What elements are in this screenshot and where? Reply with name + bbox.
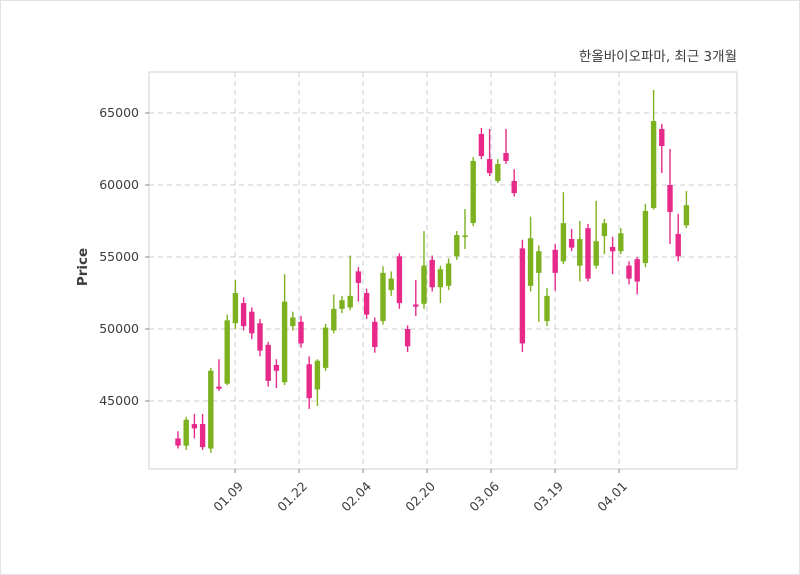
y-tick-label: 45000 [99, 393, 139, 408]
candle-body [618, 233, 624, 252]
candle-body [675, 233, 681, 257]
candle-body [322, 327, 329, 368]
candle-body [175, 438, 181, 446]
candle-body [683, 205, 690, 226]
candle-body [380, 272, 386, 322]
candle-body [183, 419, 189, 446]
candle-body [560, 223, 567, 262]
x-tick-label: 03.06 [466, 478, 502, 514]
candle-body [306, 364, 312, 399]
candle-body [568, 239, 575, 248]
candle-body [462, 235, 468, 237]
candle-body [331, 308, 337, 331]
x-tick-label: 01.09 [210, 478, 246, 514]
candle-body [290, 317, 296, 327]
candle-body [601, 223, 608, 237]
candle-body [667, 185, 673, 212]
candle-body [339, 300, 345, 309]
y-tick-label: 65000 [99, 105, 139, 120]
candle-body [634, 259, 640, 282]
x-tick-label: 04.01 [594, 479, 630, 515]
candle-body [199, 424, 206, 448]
candle-body [388, 278, 394, 291]
candle-body [257, 323, 263, 351]
candle-body [413, 304, 419, 307]
candle-body [314, 360, 321, 390]
candle-body [265, 344, 271, 381]
x-tick-label: 01.22 [274, 479, 310, 515]
candle-body [527, 238, 534, 286]
candle-body [224, 320, 230, 384]
candle-body [544, 295, 550, 322]
x-tick-label: 02.20 [402, 478, 438, 514]
candle-body [355, 271, 362, 283]
candle-body [536, 251, 542, 273]
candle-body [240, 303, 247, 327]
candle-body [396, 256, 403, 304]
candle-body [519, 248, 526, 344]
candle-body [363, 293, 370, 315]
x-tick-label: 03.19 [530, 478, 566, 514]
candle-body [281, 301, 288, 383]
candle-body [216, 386, 222, 389]
candle-body [191, 424, 198, 429]
candle-body [478, 134, 485, 157]
candle-body [372, 321, 378, 347]
candle-body [421, 265, 427, 304]
y-tick-label: 50000 [99, 321, 139, 336]
candle-body [486, 159, 493, 174]
candle-body [577, 239, 583, 266]
candle-body [593, 241, 599, 266]
x-tick-label: 02.04 [338, 478, 374, 514]
candle-body [273, 365, 280, 371]
y-tick-label: 60000 [99, 177, 139, 192]
candle-body [626, 265, 632, 279]
candle-body [232, 293, 239, 324]
candle-body [650, 121, 657, 209]
candle-body [249, 311, 255, 334]
candle-body [642, 210, 649, 264]
candle-body [454, 234, 460, 257]
candle-body [470, 160, 476, 224]
candle-body [659, 128, 665, 146]
candle-body [503, 153, 509, 161]
candle-body [298, 321, 304, 344]
candle-body [585, 228, 591, 279]
chart-title: 한올바이오파마, 최근 3개월 [578, 49, 737, 65]
candle-body [511, 180, 517, 194]
candle-body [429, 259, 435, 288]
candle-body [404, 329, 411, 347]
candle-body [208, 370, 214, 449]
candle-body [609, 246, 616, 252]
candle-body [437, 269, 444, 288]
candle-body [495, 163, 501, 181]
candle-body [445, 263, 452, 286]
candle-body [347, 295, 353, 308]
y-tick-label: 55000 [99, 249, 139, 264]
candle-body [552, 249, 558, 273]
